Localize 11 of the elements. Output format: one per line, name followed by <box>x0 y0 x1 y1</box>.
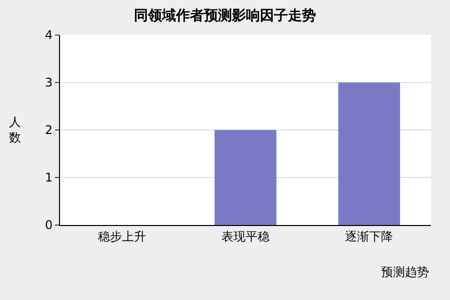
y-tick-label: 4 <box>44 28 53 42</box>
x-tick-label: 表现平稳 <box>222 229 270 244</box>
y-tick-label: 2 <box>44 123 53 138</box>
x-axis-title: 预测趋势 <box>381 265 429 279</box>
x-tick-label: 逐渐下降 <box>345 229 394 244</box>
y-tick-label: 1 <box>44 170 53 185</box>
y-tick-label: 3 <box>44 76 53 90</box>
y-tick-label: 0 <box>44 218 53 232</box>
x-tick-label: 稳步上升 <box>98 229 146 244</box>
y-axis-title: 人数 <box>9 115 21 145</box>
chart-title: 同领域作者预测影响因子走势 <box>134 8 316 24</box>
